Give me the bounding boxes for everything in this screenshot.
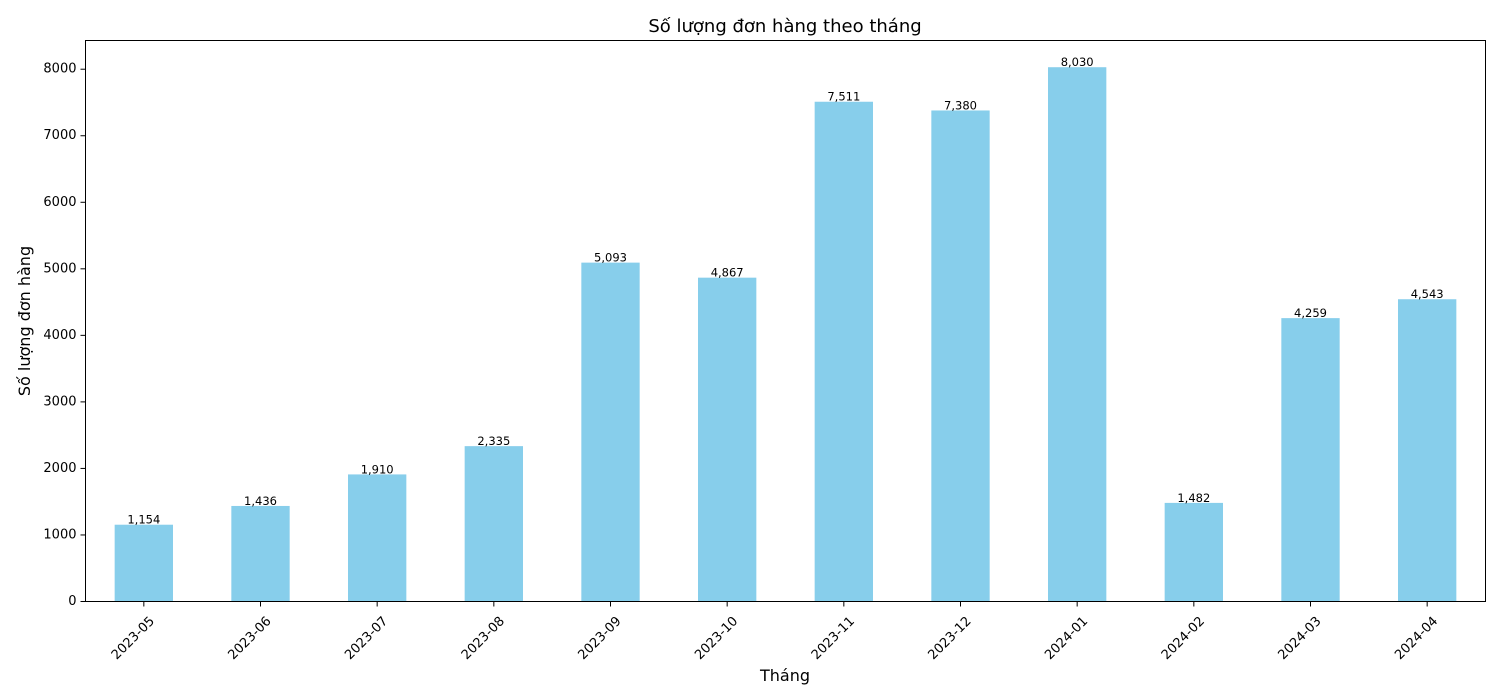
data-label-2024-02: 1,482 [1177,491,1210,505]
bar-2023-12 [931,110,989,601]
data-label-2023-08: 2,335 [477,434,510,448]
data-label-2024-04: 4,543 [1411,287,1444,301]
data-label-2023-12: 7,380 [944,98,977,112]
data-label-2023-10: 4,867 [711,266,744,280]
y-tick-label-7000: 7000 [43,128,76,143]
y-tick-label-2000: 2000 [43,461,76,476]
bar-2023-07 [348,474,406,601]
y-axis-label: Số lượng đơn hàng [15,246,34,396]
bar-2023-10 [698,278,756,602]
bar-2023-06 [231,506,289,602]
y-tick-label-3000: 3000 [43,394,76,409]
bar-2023-08 [465,446,523,601]
bar-2024-02 [1165,503,1223,602]
data-label-2024-01: 8,030 [1061,55,1094,69]
x-axis-label: Tháng [759,666,810,685]
y-tick-label-8000: 8000 [43,62,76,77]
data-label-2023-05: 1,154 [127,513,160,527]
chart-title: Số lượng đơn hàng theo tháng [648,16,921,37]
bar-2024-01 [1048,67,1106,601]
bar-2023-11 [815,102,873,602]
data-label-2024-03: 4,259 [1294,306,1327,320]
bar-2023-05 [115,525,173,602]
bar-2024-04 [1398,299,1456,601]
y-tick-label-5000: 5000 [43,261,76,276]
bar-2024-03 [1281,318,1339,601]
bar-2023-09 [581,263,639,602]
data-label-2023-07: 1,910 [361,462,394,476]
data-label-2023-09: 5,093 [594,251,627,265]
data-label-2023-06: 1,436 [244,494,277,508]
y-tick-label-6000: 6000 [43,195,76,210]
y-tick-label-4000: 4000 [43,328,76,343]
y-tick-label-0: 0 [68,594,76,609]
data-label-2023-11: 7,511 [827,90,860,104]
y-tick-label-1000: 1000 [43,527,76,542]
